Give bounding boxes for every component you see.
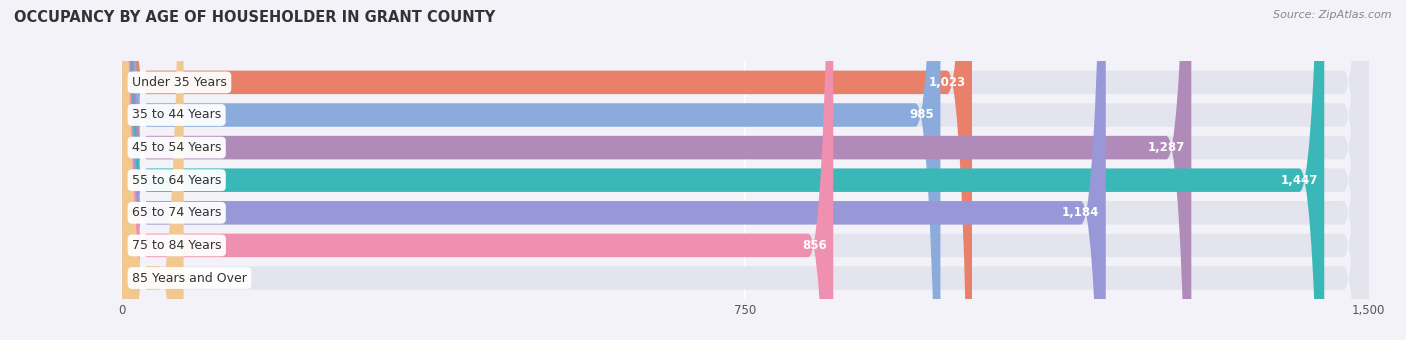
Text: 75 to 84 Years: 75 to 84 Years (132, 239, 222, 252)
FancyBboxPatch shape (122, 0, 834, 340)
Text: Source: ZipAtlas.com: Source: ZipAtlas.com (1274, 10, 1392, 20)
FancyBboxPatch shape (122, 0, 1368, 340)
FancyBboxPatch shape (122, 0, 941, 340)
Text: 45 to 54 Years: 45 to 54 Years (132, 141, 221, 154)
FancyBboxPatch shape (122, 0, 1368, 340)
Text: 856: 856 (801, 239, 827, 252)
Text: Under 35 Years: Under 35 Years (132, 76, 226, 89)
Text: 74: 74 (195, 272, 211, 285)
FancyBboxPatch shape (122, 0, 972, 340)
FancyBboxPatch shape (122, 0, 184, 340)
FancyBboxPatch shape (122, 0, 1368, 340)
FancyBboxPatch shape (122, 0, 1191, 340)
FancyBboxPatch shape (122, 0, 1324, 340)
FancyBboxPatch shape (122, 0, 1368, 340)
Text: 1,287: 1,287 (1147, 141, 1185, 154)
FancyBboxPatch shape (122, 0, 1105, 340)
FancyBboxPatch shape (122, 0, 1368, 340)
Text: 35 to 44 Years: 35 to 44 Years (132, 108, 221, 121)
Text: 65 to 74 Years: 65 to 74 Years (132, 206, 221, 219)
Text: OCCUPANCY BY AGE OF HOUSEHOLDER IN GRANT COUNTY: OCCUPANCY BY AGE OF HOUSEHOLDER IN GRANT… (14, 10, 495, 25)
Text: 1,184: 1,184 (1062, 206, 1099, 219)
Text: 1,447: 1,447 (1281, 174, 1317, 187)
FancyBboxPatch shape (122, 0, 1368, 340)
Text: 1,023: 1,023 (928, 76, 966, 89)
Text: 55 to 64 Years: 55 to 64 Years (132, 174, 221, 187)
FancyBboxPatch shape (122, 0, 1368, 340)
Text: 85 Years and Over: 85 Years and Over (132, 272, 247, 285)
Text: 985: 985 (910, 108, 934, 121)
